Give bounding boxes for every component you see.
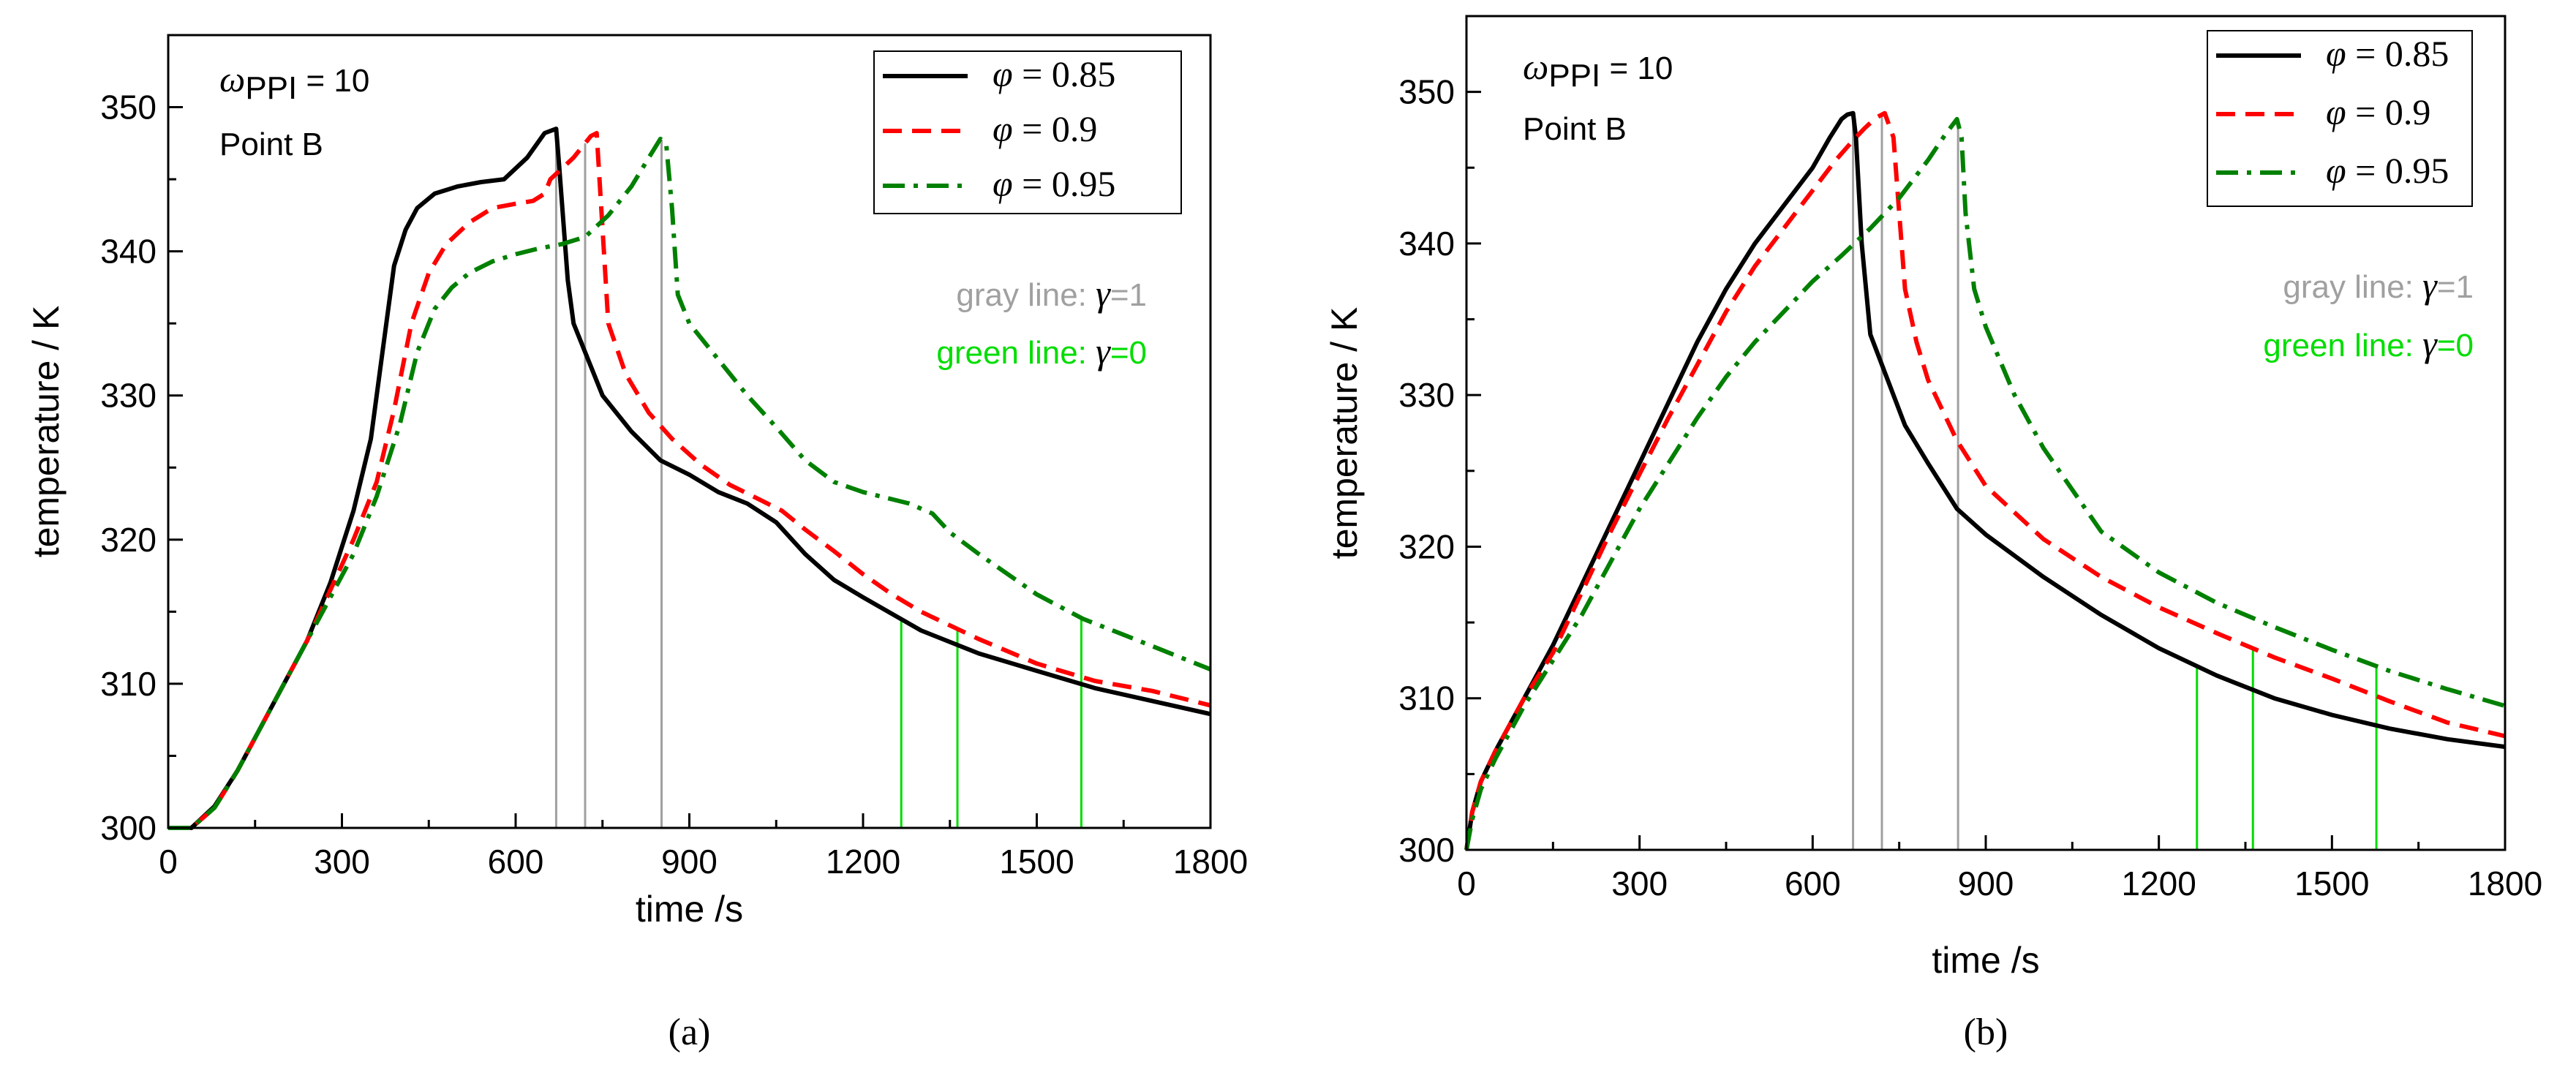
x-tick-label: 1800 xyxy=(2468,864,2542,903)
panel-caption: (a) xyxy=(669,1011,711,1053)
green-line-note: green line: γ=0 xyxy=(936,331,1147,372)
legend-entry: φ = 0.9 xyxy=(993,108,1097,149)
series-line-phi085 xyxy=(168,127,1211,830)
gray-line-note: gray line: γ=1 xyxy=(956,273,1147,314)
legend-entry-value: = 0.95 xyxy=(2346,150,2449,191)
gray-line-note-value: =1 xyxy=(1110,277,1147,313)
legend-entry: φ = 0.85 xyxy=(2326,33,2449,74)
x-tick-label: 1500 xyxy=(999,843,1074,881)
panel-caption-text: (b) xyxy=(1964,1011,2008,1053)
omega-subscript: PPI xyxy=(1548,58,1600,94)
gamma-symbol: γ xyxy=(2422,265,2438,306)
y-axis-title: temperature / K xyxy=(26,306,67,558)
legend-phi-symbol: φ xyxy=(993,53,1013,94)
omega-symbol: ω xyxy=(1523,46,1548,87)
legend-entry: φ = 0.95 xyxy=(993,163,1115,204)
gamma-symbol: γ xyxy=(1096,273,1111,314)
legend-entry-value: = 0.9 xyxy=(1013,108,1098,149)
legend-entry: φ = 0.9 xyxy=(2326,91,2430,132)
gray-line-note-value: =1 xyxy=(2437,269,2474,305)
series-line-phi09 xyxy=(1464,110,2506,851)
y-axis-title: temperature / K xyxy=(1324,307,1365,560)
x-tick-label: 600 xyxy=(1785,864,1841,903)
omega-value: = 10 xyxy=(297,63,369,99)
x-tick-label: 0 xyxy=(159,843,178,881)
y-tick-label: 350 xyxy=(1398,73,1455,111)
green-line-note-prefix: green line: xyxy=(936,335,1096,371)
y-tick-label: 310 xyxy=(1398,679,1455,717)
chart-panel-a: 0 300 600 900 1200 1500 1800300310320330340350… xyxy=(26,34,1248,1053)
y-tick-label: 340 xyxy=(100,233,157,271)
y-tick-label: 320 xyxy=(1398,527,1455,565)
legend-entry: φ = 0.95 xyxy=(2326,150,2449,191)
gray-line-note-prefix: gray line: xyxy=(956,277,1096,313)
series-line-phi09 xyxy=(168,131,1211,830)
omega-annotation: ωPPI = 10 xyxy=(219,59,369,106)
x-axis-title: time /s xyxy=(1932,940,2039,981)
legend-box xyxy=(2207,30,2473,207)
y-tick-label: 310 xyxy=(100,665,157,703)
legend-entry-value: = 0.9 xyxy=(2346,91,2431,132)
series-line-phi095 xyxy=(1464,116,2506,851)
omega-annotation: ωPPI = 10 xyxy=(1523,46,1673,94)
y-tick-label: 350 xyxy=(100,88,157,127)
legend-entry-value: = 0.85 xyxy=(2346,33,2449,74)
x-tick-label: 1200 xyxy=(2121,864,2196,903)
x-tick-label: 300 xyxy=(1611,864,1668,903)
gamma-symbol: γ xyxy=(1096,331,1111,372)
y-tick-label: 330 xyxy=(100,377,157,415)
omega-symbol: ω xyxy=(219,59,245,99)
green-line-note-value: =0 xyxy=(2437,328,2474,363)
panel-caption: (b) xyxy=(1964,1011,2008,1053)
green-line-note: green line: γ=0 xyxy=(2263,323,2474,364)
legend-phi-symbol: φ xyxy=(2326,150,2346,191)
chart-panel-b: 0 300 600 900 1200 1500 1800300310320330340350… xyxy=(1324,15,2542,1053)
x-tick-label: 1500 xyxy=(2294,864,2369,903)
x-tick-label: 900 xyxy=(661,843,718,881)
series-line-phi085 xyxy=(1464,110,2506,851)
x-tick-label: 900 xyxy=(1958,864,2014,903)
point-annotation: Point B xyxy=(1523,111,1627,147)
legend-phi-symbol: φ xyxy=(2326,91,2346,132)
legend-phi-symbol: φ xyxy=(993,108,1013,149)
point-annotation: Point B xyxy=(219,127,323,162)
legend-entry-value: = 0.95 xyxy=(1013,163,1116,204)
y-tick-label: 300 xyxy=(1398,831,1455,869)
legend-phi-symbol: φ xyxy=(2326,33,2346,74)
y-tick-label: 300 xyxy=(100,809,157,847)
green-line-note-prefix: green line: xyxy=(2263,328,2422,363)
panel-caption-text: (a) xyxy=(669,1011,711,1053)
x-tick-label: 600 xyxy=(488,843,544,881)
y-tick-label: 320 xyxy=(100,521,157,559)
legend-phi-symbol: φ xyxy=(993,163,1013,204)
y-tick-label: 330 xyxy=(1398,376,1455,414)
x-tick-label: 1800 xyxy=(1173,843,1248,881)
x-tick-label: 1200 xyxy=(826,843,900,881)
gray-line-note-prefix: gray line: xyxy=(2283,269,2422,305)
gamma-symbol: γ xyxy=(2422,323,2438,364)
omega-value: = 10 xyxy=(1600,50,1673,86)
series-line-phi095 xyxy=(168,136,1212,830)
x-tick-label: 300 xyxy=(314,843,370,881)
x-axis-title: time /s xyxy=(636,889,743,930)
y-tick-label: 340 xyxy=(1398,225,1455,263)
gray-line-note: gray line: γ=1 xyxy=(2283,265,2474,306)
omega-subscript: PPI xyxy=(245,70,297,106)
legend-entry-value: = 0.85 xyxy=(1013,53,1116,94)
legend-entry: φ = 0.85 xyxy=(993,53,1115,94)
green-line-note-value: =0 xyxy=(1110,335,1147,371)
x-tick-label: 0 xyxy=(1457,864,1476,903)
